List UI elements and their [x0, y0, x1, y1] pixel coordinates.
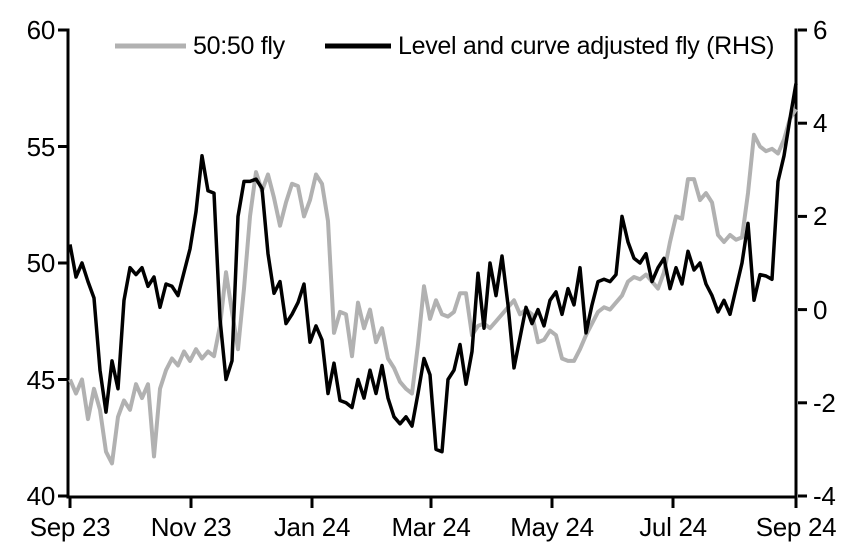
y-right-tick-label: 0: [813, 295, 827, 325]
y-right-tick-label: -2: [813, 388, 836, 418]
y-right-tick-label: 6: [813, 15, 827, 45]
legend: 50:50 fly Level and curve adjusted fly (…: [115, 32, 774, 60]
x-tick-label: Nov 23: [151, 512, 232, 542]
y-left-tick-label: 50: [27, 248, 55, 278]
y-left-tick-label: 60: [27, 15, 55, 45]
x-tick-label: May 24: [510, 512, 593, 542]
series-line-5050-fly: [68, 108, 798, 466]
y-right-tick-label: 4: [813, 108, 827, 138]
legend-item-5050-fly: 50:50 fly: [115, 32, 286, 60]
legend-item-adjusted-fly: Level and curve adjusted fly (RHS): [325, 32, 774, 60]
x-tick-label: Jul 24: [639, 512, 707, 542]
y-right-tick-label: 2: [813, 201, 827, 231]
x-axis: Sep 23 Nov 23 Jan 24 Mar 24 May 24 Jul 2…: [30, 495, 837, 542]
x-tick-label: Sep 24: [756, 512, 837, 542]
y-left-tick-label: 45: [27, 365, 55, 395]
y-left-tick-label: 40: [27, 481, 55, 511]
legend-label-5050-fly: 50:50 fly: [193, 32, 286, 60]
legend-label-adjusted-fly: Level and curve adjusted fly (RHS): [398, 32, 774, 60]
y-axis-right: 6 4 2 0 -2 -4: [794, 15, 836, 511]
x-tick-label: Mar 24: [391, 512, 470, 542]
x-tick-label: Sep 23: [30, 512, 111, 542]
y-right-tick-label: -4: [813, 481, 836, 511]
x-tick-label: Jan 24: [274, 512, 350, 542]
series-line-adjusted-fly: [68, 83, 798, 454]
y-axis-left: 60 55 50 45 40: [27, 15, 70, 511]
y-left-tick-label: 55: [27, 132, 55, 162]
